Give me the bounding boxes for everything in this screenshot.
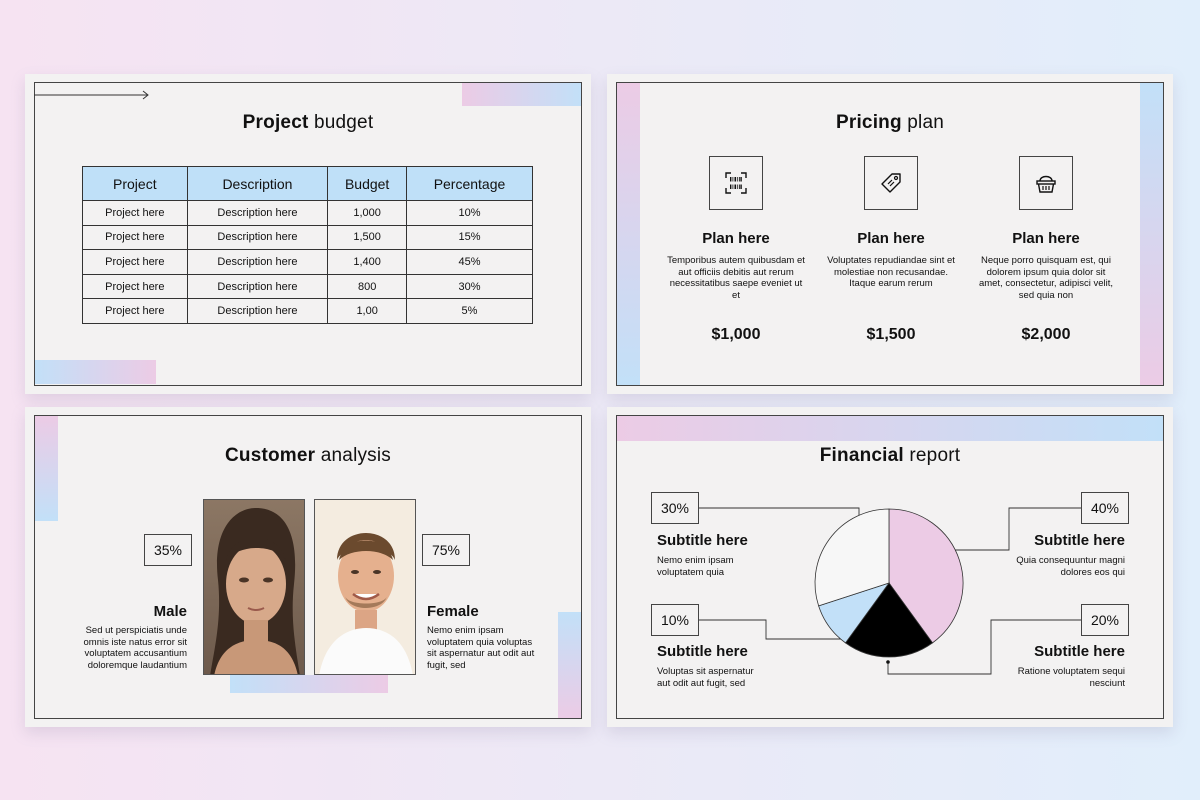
plan-price: $1,500 [866,326,916,343]
plan-description: Temporibus autem quibusdam et aut offici… [667,255,805,301]
plan-description: Voluptates repudiandae sint et molestiae… [827,255,955,289]
gradient-bar-top-left [34,415,58,521]
plan-price: $2,000 [1021,326,1071,343]
pie-slice-20 [844,582,934,658]
slide-frame [616,82,1164,386]
table-cell: 5% [406,298,533,324]
gradient-bar-left [616,82,640,386]
percent-box: 40% [1081,492,1129,524]
plan-description: Neque porro quisquam est, qui dolorem ip… [978,255,1114,301]
table-cell: Description here [186,298,329,324]
table-cell: Project here [82,249,188,275]
male-photo [203,499,305,675]
slide-title: Customer analysis [224,445,392,466]
slide-frame [34,82,582,386]
slide-pricing-plan: Pricing plan Plan here Temporibus autem … [607,74,1173,394]
female-photo [314,499,416,675]
pie-slice-30 [814,508,890,607]
table-cell: Description here [186,249,329,275]
subtitle: Subtitle here [657,532,748,549]
budget-table: Project Description Budget Percentage Pr… [82,166,533,324]
table-cell: 1,00 [327,298,407,324]
column-header: Budget [327,166,407,201]
description: Quia consequuntur magni dolores eos qui [1016,555,1125,578]
pie-slice-40 [888,508,964,644]
table-cell: 1,500 [327,224,407,251]
plan-name: Plan here [857,230,925,247]
column-header: Description [186,166,329,201]
slide-title: Financial report [819,445,961,466]
table-cell: Description here [186,273,329,300]
table-cell: Description here [186,200,329,226]
subtitle: Subtitle here [657,643,748,660]
barcode-scan-icon [725,172,747,194]
gradient-bar-bottom-right [558,612,582,719]
male-percent-box: 35% [144,534,192,566]
table-cell: Description here [186,224,329,251]
plan-card: Plan here Neque porro quisquam est, qui … [976,156,1116,343]
female-label: Female [427,603,479,620]
price-tag-icon [881,173,901,193]
description: Nemo enim ipsam voluptatem quia [657,555,734,578]
table-row: Project here Description here 1,400 45% [82,249,533,275]
gradient-bar-top-right [462,82,582,106]
plan-name: Plan here [702,230,770,247]
table-cell: Project here [82,200,188,226]
gradient-bar-bottom-center [230,675,388,693]
percent-box: 20% [1081,604,1129,636]
slide-title: Project budget [242,112,374,133]
male-portrait-image [204,500,304,674]
gradient-bar-bottom-left [34,360,156,384]
percent-box: 30% [651,492,699,524]
plan-card: Plan here Temporibus autem quibusdam et … [666,156,806,343]
slide-frame [616,415,1164,719]
table-cell: 800 [327,273,407,300]
table-row: Project here Description here 1,00 5% [82,298,533,324]
female-description: Nemo enim ipsam voluptatem quia voluptas… [427,625,535,671]
female-portrait-image [315,500,415,674]
table-row: Project here Description here 1,500 15% [82,224,533,251]
slide-financial-report: Financial report 30% Subtitle here Nemo … [607,407,1173,727]
description: Ratione voluptatem sequi nesciunt [1017,666,1125,689]
slide-frame [34,415,582,719]
plan-price: $1,000 [711,326,761,343]
table-cell: Project here [82,273,188,300]
female-percent-box: 75% [422,534,470,566]
table-cell: 45% [406,249,533,275]
table-cell: 10% [406,200,533,226]
table-cell: Project here [82,298,188,324]
plan-icon-box [1019,156,1073,210]
plan-icon-box [709,156,763,210]
table-row: Project here Description here 800 30% [82,273,533,300]
slide-project-budget: Project budget Project Description Budge… [25,74,591,394]
slide-title: Pricing plan [835,112,945,133]
percent-box: 10% [651,604,699,636]
shopping-basket-icon [1036,175,1056,193]
male-label: Male [153,603,187,620]
table-cell: 30% [406,273,533,300]
description: Voluptas sit aspernatur aut odit aut fug… [657,666,754,689]
table-cell: 1,000 [327,200,407,226]
subtitle: Subtitle here [1034,643,1125,660]
gradient-bar-top [616,415,1164,441]
pie-chart [814,508,964,658]
gradient-bar-right [1140,82,1164,386]
plan-icon-box [864,156,918,210]
column-header: Project [82,166,188,201]
slide-customer-analysis: Customer analysis 35% 75% [25,407,591,727]
table-cell: 1,400 [327,249,407,275]
table-cell: 15% [406,224,533,251]
table-header-row: Project Description Budget Percentage [82,166,533,201]
subtitle: Subtitle here [1034,532,1125,549]
table-row: Project here Description here 1,000 10% [82,200,533,226]
arrow-right-icon [34,90,149,100]
male-description: Sed ut perspiciatis unde omnis iste natu… [83,625,187,671]
table-cell: Project here [82,224,188,251]
column-header: Percentage [406,166,533,201]
plan-card: Plan here Voluptates repudiandae sint et… [821,156,961,343]
plan-name: Plan here [1012,230,1080,247]
